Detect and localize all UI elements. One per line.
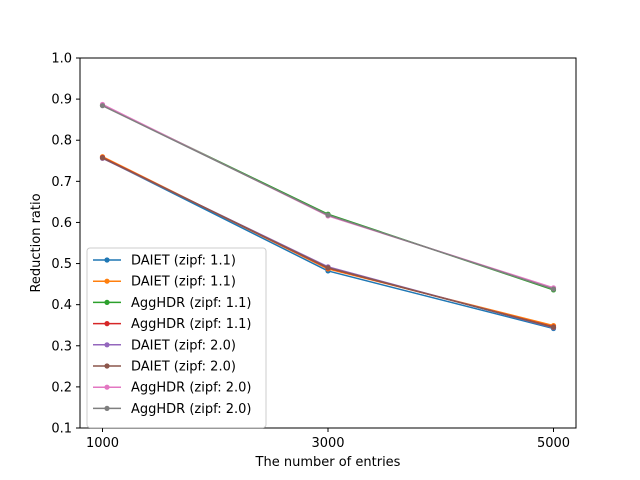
legend-swatch-marker <box>104 278 110 284</box>
y-tick-label: 1.0 <box>51 52 72 67</box>
legend-item: AggHDR (zipf: 1.1) <box>93 296 251 311</box>
data-point <box>325 212 331 218</box>
legend-item: DAIET (zipf: 2.0) <box>93 338 236 353</box>
y-tick-label: 0.4 <box>51 298 72 313</box>
y-tick-label: 0.3 <box>51 339 72 354</box>
y-axis: 0.1 0.2 0.3 0.4 0.5 0.6 0.7 0.8 0.9 1.0 <box>51 52 80 437</box>
legend-box <box>86 247 267 429</box>
legend-item: AggHDR (zipf: 2.0) <box>93 402 251 417</box>
y-tick-label: 0.1 <box>51 422 72 437</box>
data-point <box>99 103 106 109</box>
y-tick-label: 0.7 <box>51 175 72 190</box>
legend-swatch-marker <box>104 321 110 327</box>
legend-swatch-marker <box>104 299 110 305</box>
data-point <box>99 155 106 161</box>
legend-label: AggHDR (zipf: 2.0) <box>131 381 251 396</box>
legend-swatch-marker <box>104 405 110 411</box>
legend-swatch-marker <box>104 363 110 369</box>
legend-label: AggHDR (zipf: 1.1) <box>131 296 251 311</box>
legend-item: DAIET (zipf: 2.0) <box>93 360 236 375</box>
legend-item: DAIET (zipf: 1.1) <box>93 275 236 290</box>
x-tick-label: 5000 <box>537 436 570 451</box>
legend-item: AggHDR (zipf: 1.1) <box>93 317 251 332</box>
legend-swatch-marker <box>104 342 110 348</box>
legend-swatch-marker <box>104 257 110 263</box>
legend-label: DAIET (zipf: 2.0) <box>131 338 236 353</box>
data-point <box>550 324 557 330</box>
x-axis-label: The number of entries <box>255 455 401 470</box>
legend: DAIET (zipf: 1.1) DAIET (zipf: 1.1) AggHDR… <box>86 247 267 429</box>
series-6 <box>99 155 557 330</box>
x-tick-label: 3000 <box>311 436 344 451</box>
y-tick-label: 0.2 <box>51 380 72 395</box>
legend-item: DAIET (zipf: 1.1) <box>93 254 236 269</box>
series-layer <box>99 101 557 332</box>
x-axis: 1000 3000 5000 <box>86 428 570 451</box>
legend-swatch-marker <box>104 384 110 390</box>
y-axis-label: Reduction ratio <box>29 193 44 292</box>
data-point <box>325 265 331 271</box>
legend-label: DAIET (zipf: 1.1) <box>131 254 236 269</box>
x-tick-label: 1000 <box>86 436 119 451</box>
y-tick-label: 0.6 <box>51 216 72 231</box>
data-point <box>550 286 557 292</box>
legend-label: AggHDR (zipf: 1.1) <box>131 317 251 332</box>
legend-label: DAIET (zipf: 1.1) <box>131 275 236 290</box>
series-8 <box>99 103 557 292</box>
legend-item: AggHDR (zipf: 2.0) <box>93 381 251 396</box>
y-tick-label: 0.8 <box>51 134 72 149</box>
y-tick-label: 0.9 <box>51 93 72 108</box>
legend-label: DAIET (zipf: 2.0) <box>131 360 236 375</box>
y-tick-label: 0.5 <box>51 257 72 272</box>
legend-label: AggHDR (zipf: 2.0) <box>131 402 251 417</box>
